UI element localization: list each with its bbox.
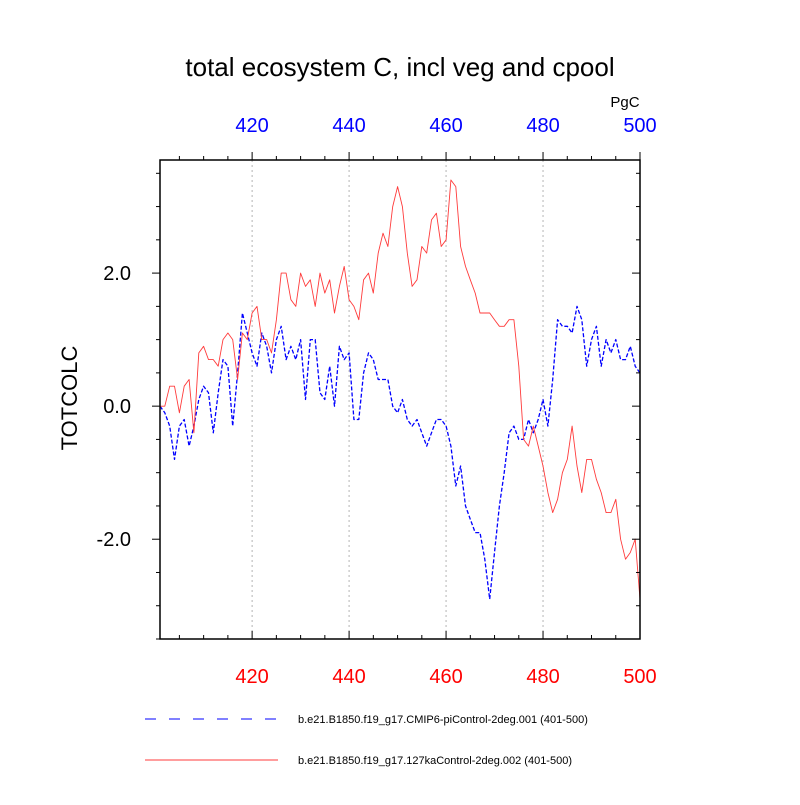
- y-axis-label: TOTCOLC: [57, 346, 82, 451]
- top-tick-labels: 420 440 460 480 500: [235, 115, 656, 137]
- chart-title: total ecosystem C, incl veg and cpool: [185, 52, 614, 82]
- plot-frame: [159, 159, 641, 640]
- x-tick-label-top: 480: [526, 115, 559, 137]
- x-tick-label-bottom: 460: [429, 666, 462, 688]
- bottom-tick-labels: 420 440 460 480 500: [235, 666, 656, 688]
- y-tick-label: -2.0: [97, 529, 131, 551]
- legend-label-series-1: b.e21.B1850.f19_g17.CMIP6-piControl-2deg…: [298, 714, 588, 726]
- legend: b.e21.B1850.f19_g17.CMIP6-piControl-2deg…: [145, 714, 588, 767]
- x-tick-label-top: 420: [235, 115, 268, 137]
- x-tick-label-top: 440: [332, 115, 365, 137]
- y-tick-label: 0.0: [103, 396, 131, 418]
- series-layer: [159, 179, 641, 600]
- x-tick-label-bottom: 440: [332, 666, 365, 688]
- x-tick-label-bottom: 500: [623, 666, 656, 688]
- series-line-2: [160, 179, 641, 600]
- x-tick-label-bottom: 420: [235, 666, 268, 688]
- x-tick-label-top: 500: [623, 115, 656, 137]
- units-label: PgC: [610, 94, 639, 111]
- legend-label-series-2: b.e21.B1850.f19_g17.127kaControl-2deg.00…: [298, 755, 572, 767]
- x-tick-label-top: 460: [429, 115, 462, 137]
- series-line-1: [159, 305, 641, 600]
- y-tick-labels: 2.0 0.0 -2.0: [97, 263, 131, 551]
- tick-layer: [152, 152, 641, 640]
- y-tick-label: 2.0: [103, 263, 131, 285]
- x-tick-label-bottom: 480: [526, 666, 559, 688]
